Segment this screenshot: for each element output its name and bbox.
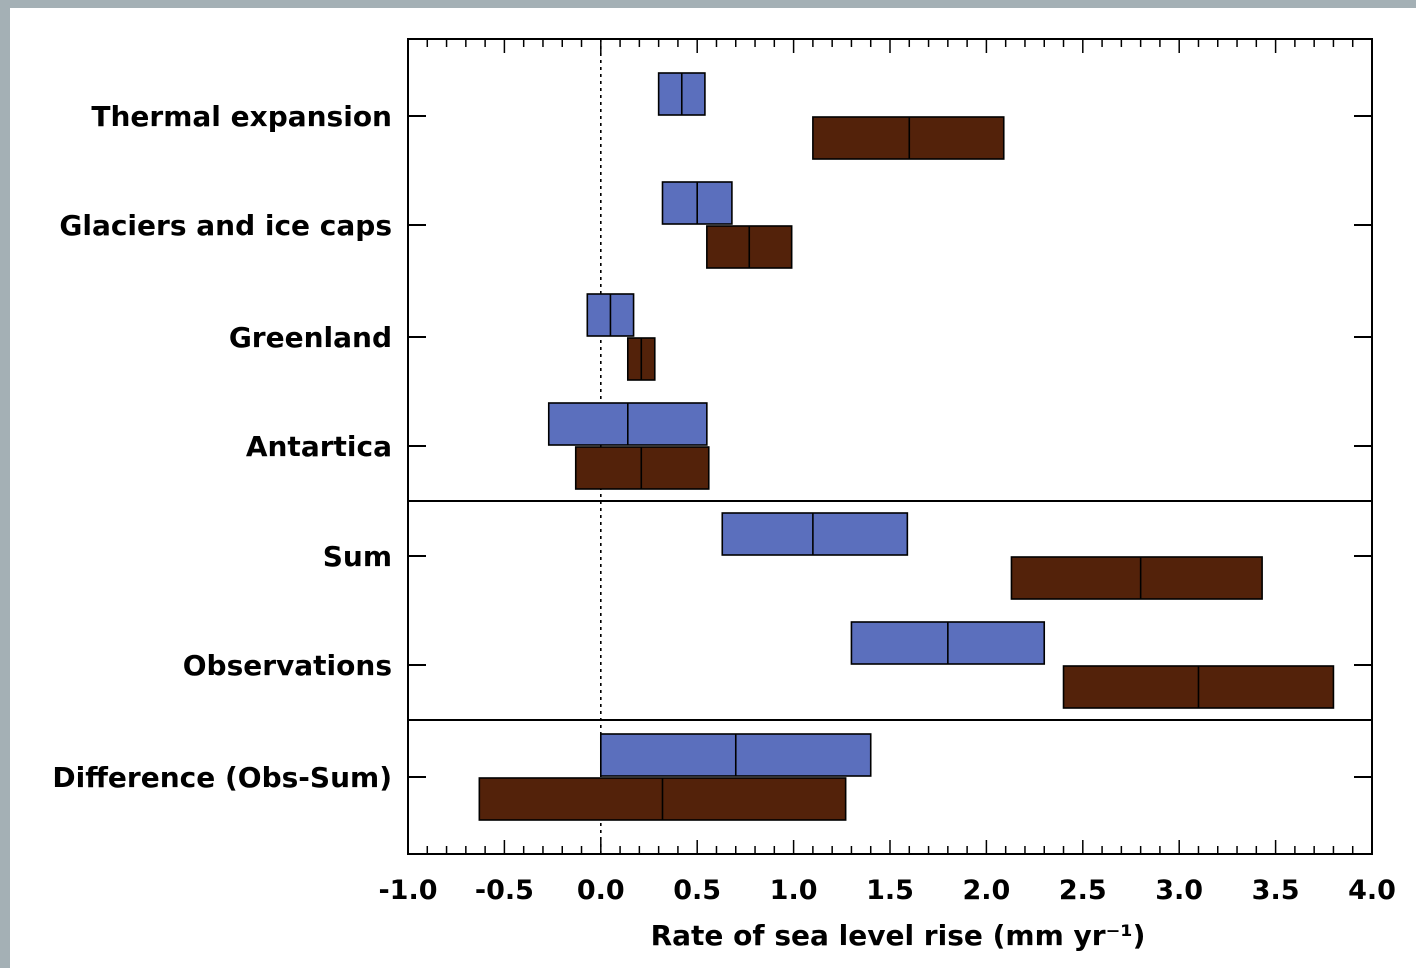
x-tick-label: 2.5 <box>1059 875 1107 906</box>
x-tick-label: 1.0 <box>770 875 818 906</box>
x-axis-title: Rate of sea level rise (mm yr⁻¹) <box>651 919 1146 952</box>
brown-range-bar <box>813 117 1004 159</box>
category-label: Greenland <box>229 321 392 354</box>
chart-panel: -1.0 -0.5 0.0 0.5 1.0 1.5 2.0 2.5 3.0 3.5 4.0 Rate … <box>10 8 1416 968</box>
x-tick-label: 1.5 <box>866 875 914 906</box>
x-tick-label: -1.0 <box>378 875 437 906</box>
category-label: Sum <box>323 540 392 573</box>
x-tick-label: 0.5 <box>673 875 721 906</box>
brown-range-bar <box>576 447 709 489</box>
category-label: Thermal expansion <box>91 100 392 133</box>
x-tick-label: 3.0 <box>1155 875 1203 906</box>
x-tick-label: 4.0 <box>1348 875 1396 906</box>
category-label: Observations <box>183 649 392 682</box>
category-label: Difference (Obs-Sum) <box>52 761 392 794</box>
category-label: Glaciers and ice caps <box>59 209 392 242</box>
x-tick-label: -0.5 <box>475 875 534 906</box>
blue-range-bar <box>722 513 907 555</box>
sea-level-rise-chart: -1.0 -0.5 0.0 0.5 1.0 1.5 2.0 2.5 3.0 3.5 4.0 Rate … <box>10 8 1416 968</box>
category-label: Antartica <box>246 430 392 463</box>
brown-range-bar <box>1011 557 1262 599</box>
plot-frame <box>408 39 1372 854</box>
x-tick-label: 3.5 <box>1252 875 1300 906</box>
x-tick-label: 2.0 <box>962 875 1010 906</box>
x-tick-label: 0.0 <box>577 875 625 906</box>
